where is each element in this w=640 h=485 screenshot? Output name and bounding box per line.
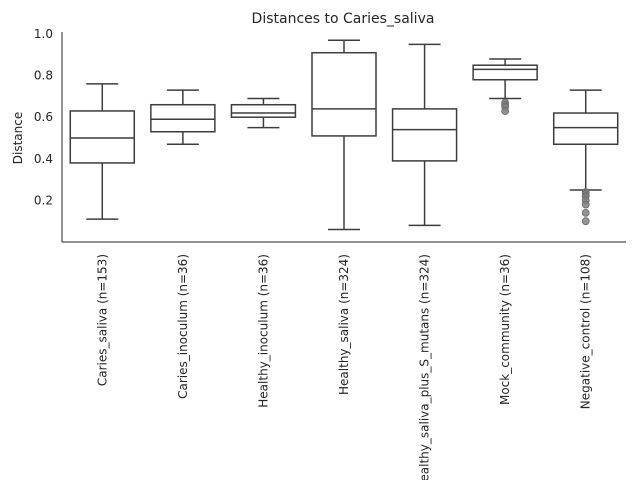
x-tick-label: Negative_control (n=108)	[579, 254, 593, 409]
y-tick-label: 1.0	[34, 27, 53, 41]
boxes-group	[69, 39, 619, 231]
x-tick-label: Healthy_inoculum (n=36)	[256, 254, 270, 408]
box-iqr	[311, 51, 377, 137]
box-6	[472, 58, 538, 115]
outlier-point	[581, 217, 590, 226]
box-iqr	[472, 64, 538, 81]
box-iqr	[150, 103, 216, 133]
x-tick-label: Caries_saliva (n=153)	[95, 254, 109, 386]
outlier-point	[581, 200, 590, 209]
x-tick-label: Healthy_saliva (n=324)	[337, 254, 351, 395]
axes: 0.2 0.4 0.6 0.8 1.0	[34, 27, 626, 243]
outlier-point	[581, 208, 590, 217]
box-5	[391, 43, 458, 227]
box-iqr	[552, 112, 619, 145]
y-axis-label: Distance	[11, 112, 25, 164]
y-tick-label: 0.4	[34, 152, 53, 166]
x-tick-label: Caries_inoculum (n=36)	[176, 254, 190, 399]
x-tick-label: Healthy_saliva_plus_S_mutans (n=324)	[418, 254, 432, 480]
outlier-point	[501, 107, 510, 115]
box-iqr	[391, 108, 458, 162]
y-tick-label: 0.2	[34, 193, 53, 207]
box-iqr	[230, 103, 297, 118]
chart-title: Distances to Caries_saliva	[252, 11, 435, 27]
category-labels: Caries_saliva (n=153) Caries_inoculum (n=…	[95, 254, 593, 485]
box-2	[150, 89, 216, 145]
box-3	[230, 97, 297, 129]
box-4	[311, 39, 377, 231]
y-tick-label: 0.8	[34, 69, 53, 83]
box-iqr	[69, 110, 136, 164]
box-7	[552, 89, 619, 226]
y-tick-label: 0.6	[34, 110, 53, 124]
x-tick-label: Mock_community (n=36)	[498, 254, 512, 405]
box-1	[69, 83, 136, 220]
